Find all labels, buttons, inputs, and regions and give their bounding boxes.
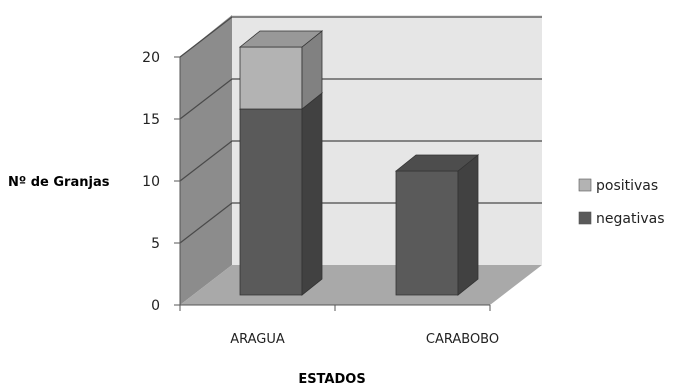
gridline xyxy=(179,16,542,58)
bar-side xyxy=(457,154,479,296)
legend-label-positivas: positivas xyxy=(596,178,658,194)
x-axis: ARAGUA CARABOBO xyxy=(179,304,499,347)
legend: positivas negativas xyxy=(578,178,665,227)
chart-floor xyxy=(180,265,542,305)
y-tick-label: 20 xyxy=(142,50,160,66)
y-axis: 0 5 10 15 20 xyxy=(142,50,181,314)
gridline xyxy=(179,140,542,182)
x-axis-label: ESTADOS xyxy=(298,372,365,386)
bar-top xyxy=(394,154,480,172)
legend-label-negativas: negativas xyxy=(596,211,665,227)
y-tick-label: 10 xyxy=(142,174,160,190)
legend-swatch-negativas xyxy=(578,211,592,225)
bar-segment-negativas xyxy=(238,92,324,296)
y-axis-label: Nº de Granjas xyxy=(8,175,110,190)
bar-top xyxy=(238,30,324,48)
y-tick-label: 15 xyxy=(142,112,160,128)
bar-segment-negativas xyxy=(394,154,480,296)
bar-front xyxy=(239,46,303,110)
bar-segment-positivas xyxy=(238,30,324,110)
bars xyxy=(238,30,480,296)
bar-front xyxy=(239,108,303,296)
bar-side xyxy=(301,92,323,296)
chart-side-wall xyxy=(180,15,232,305)
y-tick-label: 0 xyxy=(151,298,160,314)
bar-front xyxy=(395,170,459,296)
legend-swatch-positivas xyxy=(578,178,592,192)
gridline xyxy=(179,78,542,120)
x-tick-label: CARABOBO xyxy=(426,332,499,347)
x-tick-label: ARAGUA xyxy=(230,332,285,347)
y-tick-label: 5 xyxy=(151,236,160,252)
